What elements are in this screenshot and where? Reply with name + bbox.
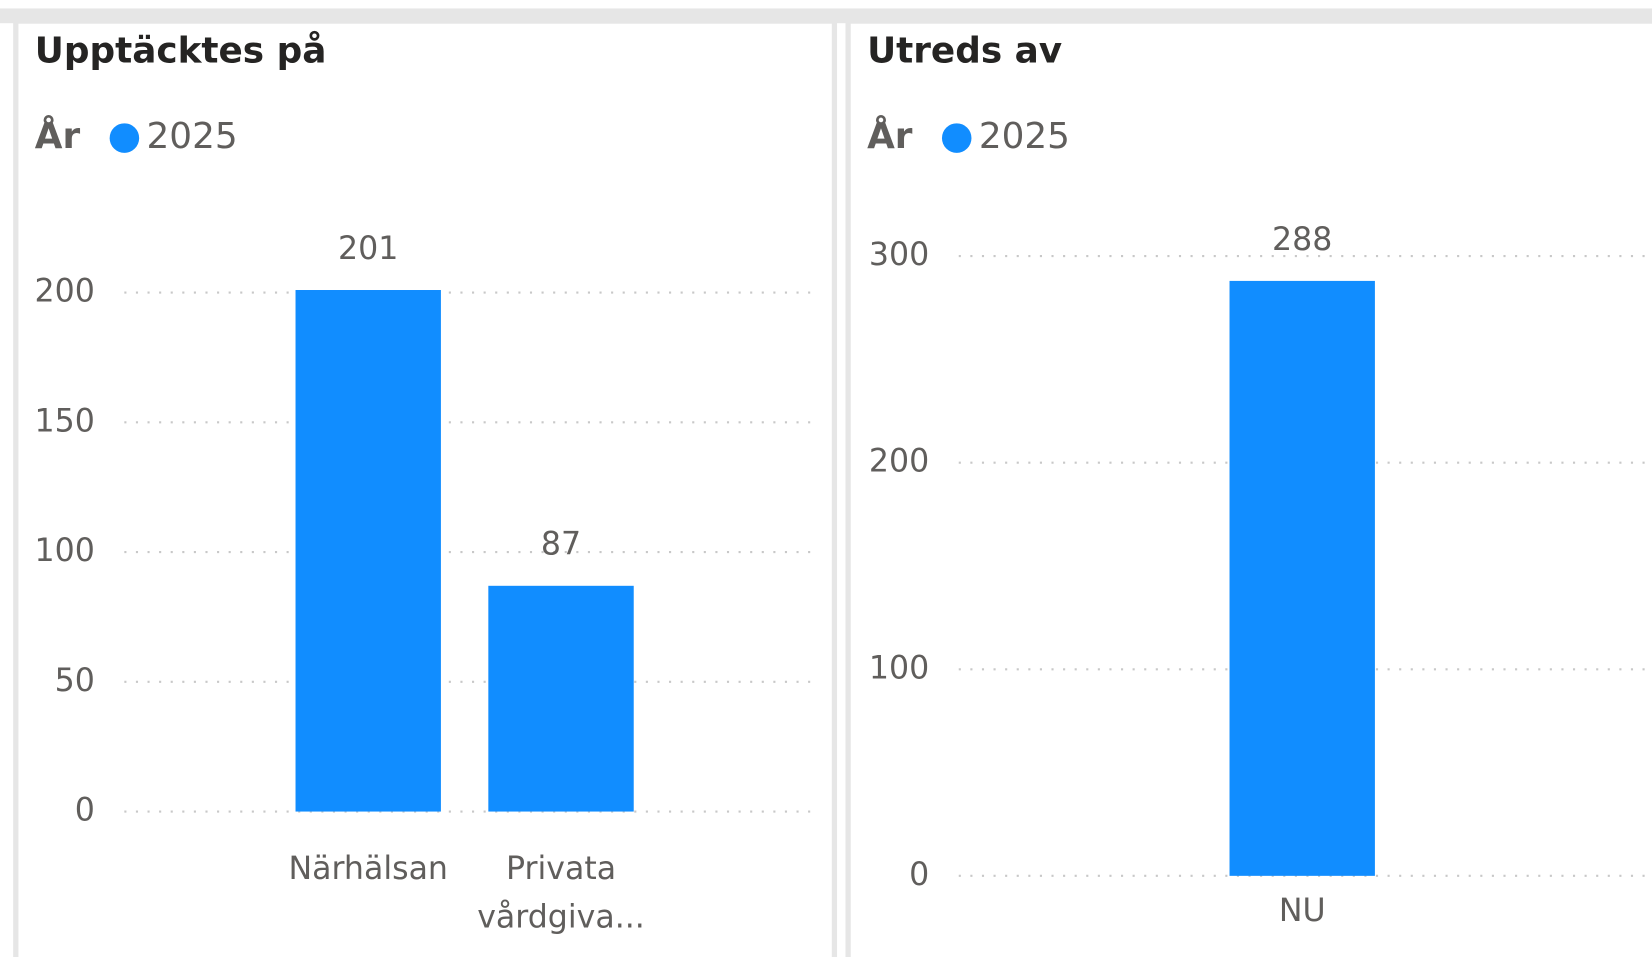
data-label: 201: [338, 231, 398, 267]
x-tick-label: Privata vårdgiva...: [477, 850, 645, 936]
y-tick-label: 50: [55, 663, 95, 699]
bar: [488, 585, 634, 812]
legend-label: 2025: [979, 116, 1070, 157]
y-tick-label: 100: [34, 533, 94, 569]
x-tick-label-box: Privata vårdgiva...: [477, 850, 645, 936]
y-tick-label: 100: [869, 650, 929, 686]
legend-label: 2025: [147, 116, 238, 157]
y-tick-label: 0: [75, 793, 95, 829]
data-label: 87: [541, 527, 581, 563]
legend-marker: [109, 123, 140, 153]
x-tick-label-box: Närhälsan: [288, 850, 448, 888]
bar: [295, 290, 441, 812]
data-label: 288: [1272, 222, 1332, 258]
y-tick-label: 0: [909, 857, 929, 893]
x-tick-label: Närhälsan: [288, 850, 448, 888]
chart-title: Upptäcktes på: [35, 31, 327, 72]
bar: [1229, 280, 1375, 876]
x-tick-label: NU: [1278, 892, 1326, 930]
y-tick-label: 200: [869, 444, 929, 480]
y-tick-label: 150: [34, 403, 94, 439]
y-tick-label: 200: [34, 274, 94, 310]
legend-title: År: [35, 115, 81, 157]
chart-title: Utreds av: [867, 31, 1062, 72]
legend-title: År: [867, 115, 913, 157]
x-tick-label-box: NU: [1278, 892, 1326, 930]
legend-marker: [941, 123, 972, 153]
y-tick-label: 300: [869, 237, 929, 273]
